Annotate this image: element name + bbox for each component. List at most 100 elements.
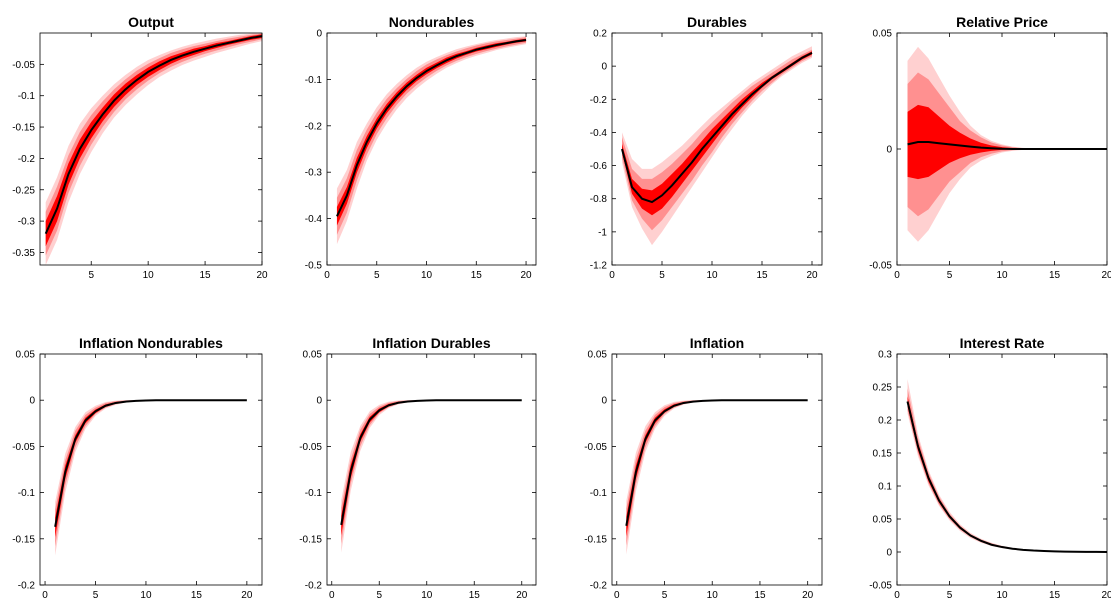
y-tick-label: -0.3 — [18, 217, 36, 228]
x-tick-label: 20 — [256, 270, 268, 281]
band-outer — [907, 379, 1107, 552]
panel-nondurables: 0 5 10 15 20 -0.5 -0.4 -0.3 -0.2 -0.1 0 Nondurables — [305, 14, 537, 281]
chart-title: Nondurables — [389, 14, 475, 30]
y-tick-label: -0.4 — [590, 128, 608, 139]
axes-box — [611, 353, 823, 586]
x-tick-label: 5 — [374, 270, 380, 281]
y-tick-label: -0.1 — [305, 75, 323, 86]
axes-box — [896, 353, 1108, 586]
axes-box — [39, 32, 263, 266]
y-tick-label: 0 — [601, 396, 607, 407]
x-tick-label: 5 — [88, 270, 94, 281]
y-tick-label: 0 — [886, 548, 892, 559]
x-tick-label: 10 — [421, 590, 433, 601]
y-tick-label: 0.05 — [16, 350, 36, 361]
x-tick-label: 0 — [329, 590, 335, 601]
band-mid — [45, 33, 262, 256]
y-tick-label: -0.35 — [12, 248, 35, 259]
y-tick-label: 0.1 — [878, 482, 892, 493]
y-tick-label: -0.15 — [299, 534, 322, 545]
x-tick-label: 10 — [996, 590, 1008, 601]
x-tick-label: 0 — [609, 270, 615, 281]
axes-box — [39, 353, 263, 586]
plot-area-inflation — [625, 399, 808, 555]
plot-area-relative-price — [907, 46, 1107, 242]
band-outer — [45, 33, 262, 265]
band-mid — [336, 37, 527, 235]
panel-inflation-durables: 0 5 10 15 20 -0.2 -0.15 -0.1 -0.05 0 0.05 Inflation… — [299, 335, 537, 601]
x-tick-label: 20 — [520, 270, 532, 281]
axes-box — [326, 32, 537, 266]
x-tick-label: 5 — [93, 590, 99, 601]
band-inner — [336, 38, 527, 226]
band-mid — [907, 388, 1107, 552]
band-inner — [907, 104, 1107, 180]
y-tick-label: -0.05 — [584, 442, 607, 453]
chart-title: Output — [128, 14, 174, 30]
chart-title: Interest Rate — [960, 335, 1045, 351]
band-inner — [626, 400, 808, 537]
y-tick-label: 0.05 — [873, 515, 893, 526]
y-tick-label: -0.05 — [12, 60, 35, 71]
panel-inflation-nondurables: 0 5 10 15 20 -0.2 -0.15 -0.1 -0.05 0 0.05 Inflation… — [12, 335, 263, 601]
x-tick-label: 0 — [894, 270, 900, 281]
x-tick-label: 20 — [806, 270, 818, 281]
y-tick-label: 0.05 — [873, 29, 893, 40]
band-inner — [45, 34, 262, 247]
y-tick-label: -0.4 — [305, 214, 323, 225]
y-tick-label: 0 — [886, 145, 892, 156]
x-tick-label: 10 — [996, 270, 1008, 281]
y-tick-label: 0.2 — [593, 29, 607, 40]
x-tick-label: 15 — [191, 590, 203, 601]
x-tick-label: 0 — [42, 590, 48, 601]
y-tick-label: 0.15 — [873, 449, 893, 460]
chart-title: Durables — [687, 14, 747, 30]
y-tick-label: -1 — [598, 227, 607, 238]
median-line — [906, 401, 1107, 553]
x-tick-label: 10 — [706, 270, 718, 281]
x-tick-label: 5 — [947, 270, 953, 281]
y-tick-label: 0 — [316, 396, 322, 407]
y-tick-label: 0 — [601, 62, 607, 73]
band-outer — [336, 36, 527, 245]
x-tick-label: 20 — [516, 590, 528, 601]
x-tick-label: 15 — [756, 270, 768, 281]
y-tick-label: -0.1 — [18, 91, 36, 102]
x-tick-label: 20 — [241, 590, 253, 601]
y-tick-label: -0.1 — [590, 488, 608, 499]
x-tick-label: 0 — [324, 270, 330, 281]
y-tick-label: -0.1 — [305, 488, 323, 499]
median-line — [621, 51, 813, 204]
y-tick-label: -0.15 — [12, 123, 35, 134]
median-line — [907, 141, 1107, 150]
y-tick-label: -0.2 — [305, 581, 323, 592]
panel-inflation: 0 5 10 15 20 -0.2 -0.15 -0.1 -0.05 0 0.05 Inflation — [584, 335, 823, 601]
y-tick-label: -0.05 — [869, 261, 892, 272]
y-tick-label: 0.3 — [878, 350, 892, 361]
axes-box — [326, 353, 537, 586]
x-tick-label: 5 — [376, 590, 382, 601]
y-tick-label: -0.6 — [590, 161, 608, 172]
plot-area-inflation-durables — [340, 399, 522, 553]
x-tick-label: 15 — [1049, 590, 1061, 601]
y-tick-label: -0.2 — [18, 154, 36, 165]
x-tick-label: 20 — [1101, 590, 1111, 601]
plot-area-nondurables — [336, 36, 527, 245]
plot-area-durables — [621, 46, 813, 246]
x-tick-label: 10 — [143, 270, 155, 281]
y-tick-label: -0.2 — [590, 581, 608, 592]
y-tick-label: -0.2 — [590, 95, 608, 106]
plot-area-output — [44, 33, 262, 265]
y-tick-label: -0.05 — [869, 581, 892, 592]
chart-title: Inflation — [690, 335, 744, 351]
y-tick-label: 0.25 — [873, 383, 893, 394]
median-line — [336, 38, 527, 217]
y-tick-label: -0.05 — [12, 442, 35, 453]
median-line — [54, 399, 247, 527]
band-inner — [55, 400, 247, 537]
x-tick-label: 0 — [894, 590, 900, 601]
x-tick-label: 10 — [421, 270, 433, 281]
axes-box — [611, 32, 823, 266]
